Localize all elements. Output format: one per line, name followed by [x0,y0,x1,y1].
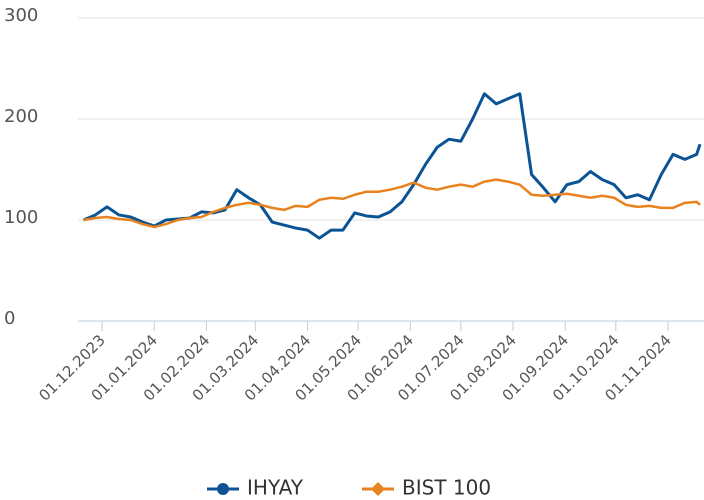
line-series [83,178,701,229]
line-series [82,92,702,240]
y-tick-label: 100 [4,207,38,228]
legend-marker [217,483,229,495]
y-tick-label: 300 [4,5,38,26]
legend-marker [371,482,385,496]
y-tick-label: 200 [4,106,38,127]
legend-label: BIST 100 [402,476,491,500]
y-tick-label: 0 [4,308,15,329]
legend-label: IHYAY [247,476,304,500]
